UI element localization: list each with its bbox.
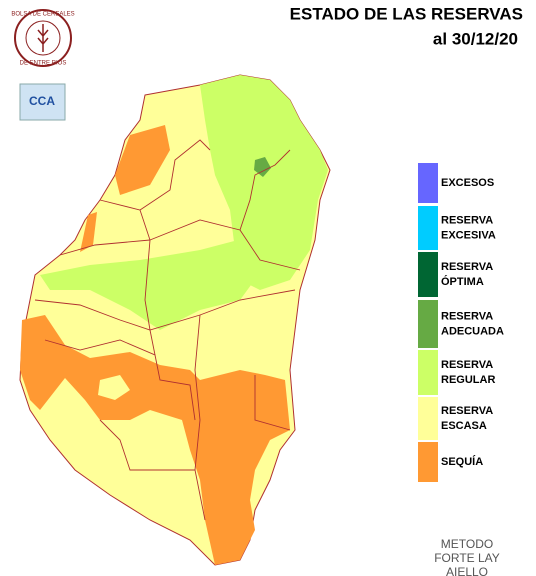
legend-label: RESERVA <box>441 405 493 417</box>
legend-label: ADECUADA <box>441 325 504 337</box>
method-text: METODO <box>441 537 493 551</box>
sequia-zone <box>20 315 290 565</box>
title: ESTADO DE LAS RESERVAS <box>290 4 523 23</box>
legend-label: ÓPTIMA <box>441 275 484 288</box>
logo-ring-top: BOLSA DE CEREALES <box>11 12 74 18</box>
legend-swatch <box>418 206 438 250</box>
legend-label: ESCASA <box>441 420 487 432</box>
legend-swatch <box>418 350 438 395</box>
regular-zone <box>40 240 262 330</box>
logo: BOLSA DE CEREALES DE ENTRE RIOS <box>11 9 75 67</box>
sequia-zone <box>80 212 97 252</box>
legend-label: RESERVA <box>441 359 493 371</box>
cca-text: CCA <box>29 94 55 108</box>
escasa-zone <box>98 375 130 400</box>
legend-label: EXCESOS <box>441 177 494 189</box>
department-border <box>254 375 291 431</box>
department-border <box>149 149 291 241</box>
legend-swatch <box>418 397 438 440</box>
method-text: AIELLO <box>446 565 488 576</box>
department-border <box>99 139 211 211</box>
department-border <box>99 419 195 471</box>
legend-swatch <box>418 163 438 203</box>
legend-label: RESERVA <box>441 261 493 273</box>
logo-ring-bottom: DE ENTRE RIOS <box>20 61 67 67</box>
legend-label: SEQUÍA <box>441 455 483 468</box>
cca-badge: CCA <box>19 83 66 121</box>
department-border <box>194 314 206 521</box>
legend-swatch <box>418 300 438 348</box>
legend-label: RESERVA <box>441 310 493 322</box>
legend-label: EXCESIVA <box>441 229 496 241</box>
legend-swatch <box>418 442 438 482</box>
legend: EXCESOS RESERVA EXCESIVA RESERVA ÓPTIMA RESER… <box>418 163 504 482</box>
department-border <box>239 229 301 271</box>
adecuada-zone <box>254 157 271 177</box>
department-border <box>59 239 151 256</box>
regular-zone <box>200 75 328 290</box>
legend-label: REGULAR <box>441 374 495 386</box>
department-border <box>44 339 196 421</box>
department-border <box>139 209 156 356</box>
map <box>19 74 331 566</box>
department-border <box>34 289 296 331</box>
date: al 30/12/20 <box>433 29 518 48</box>
method-text: FORTE LAY <box>434 551 500 565</box>
sequia-zone <box>115 125 170 195</box>
legend-swatch <box>418 252 438 297</box>
legend-label: RESERVA <box>441 214 493 226</box>
